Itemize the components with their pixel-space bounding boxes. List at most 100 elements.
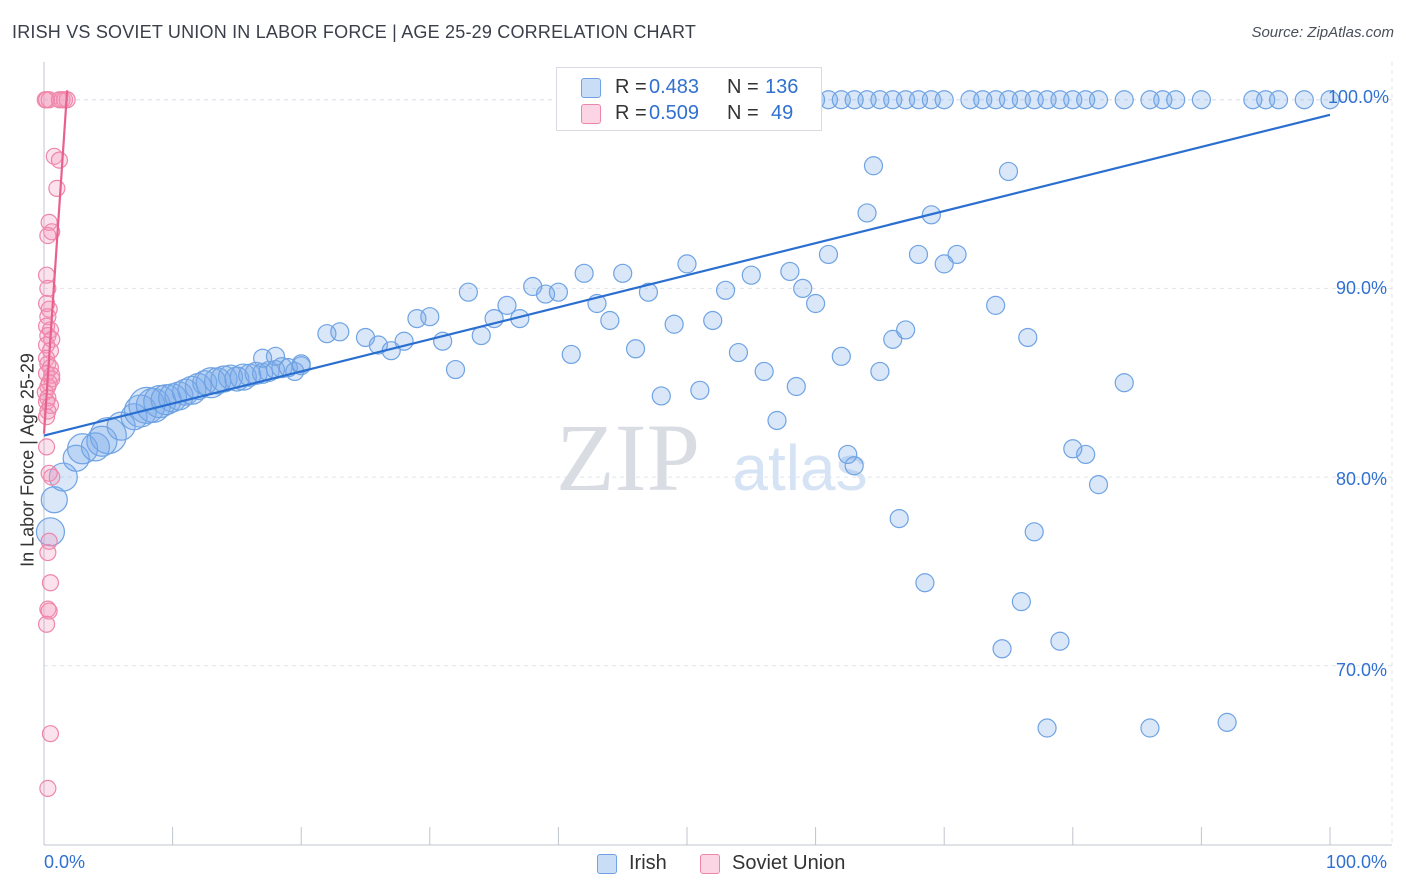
irish-point-37 [265, 346, 286, 366]
irish-point-73 [767, 410, 787, 431]
irish-point-69 [715, 280, 736, 300]
y-tick-label-80: 80.0% [1336, 469, 1388, 489]
source-label: Source: ZipAtlas.com [1251, 24, 1394, 41]
irish-point-57 [561, 344, 581, 365]
y-axis-title: In Labor Force | Age 25-29 [17, 353, 38, 567]
irish-point-82 [857, 203, 877, 223]
grid-lines [44, 62, 1393, 845]
irish-point-97 [1018, 327, 1038, 348]
irish-point-79 [831, 346, 851, 366]
irish-point-103 [1088, 475, 1109, 495]
irish-point-92 [947, 244, 967, 265]
irish-point-95 [998, 161, 1019, 182]
soviet-point-41 [39, 543, 57, 562]
watermark: ZIP atlas [556, 404, 868, 511]
irish-point-91 [934, 254, 954, 274]
soviet-point-14 [39, 279, 57, 298]
irish-point-75 [786, 376, 806, 397]
soviet-point-47 [39, 779, 57, 797]
irish-point-1 [40, 486, 68, 514]
soviet-point-35 [39, 402, 57, 420]
irish-point-89 [915, 573, 935, 593]
irish-point-98 [1024, 522, 1044, 542]
irish-point-85 [883, 329, 903, 349]
irish-n-value: 136 [765, 76, 799, 98]
irish-point-62 [625, 339, 646, 359]
y-tick-label-100: 100.0% [1328, 87, 1390, 107]
trend-lines [42, 90, 1331, 437]
y-tick-label-70: 70.0% [1336, 660, 1388, 680]
soviet-point-39 [43, 468, 61, 486]
irish-point-49 [458, 282, 478, 302]
irish-point-46 [420, 307, 440, 327]
soviet-n-label: N = [727, 102, 759, 124]
irish-point-148 [1294, 90, 1314, 110]
soviet-point-8 [50, 151, 69, 169]
bottom-irish-label: Irish [629, 852, 667, 874]
irish-point-0 [35, 517, 66, 547]
irish-point-64 [651, 386, 671, 406]
irish-point-72 [754, 361, 774, 382]
soviet-point-44 [40, 602, 58, 620]
bottom-soviet-label: Soviet Union [732, 852, 846, 874]
legend-row-irish: R = 0.483 N = 136 [557, 76, 821, 102]
irish-point-38 [291, 354, 311, 374]
soviet-point-38 [37, 438, 56, 456]
irish-point-139 [1088, 90, 1109, 110]
irish-point-78 [818, 244, 839, 265]
irish-point-86 [889, 508, 909, 529]
irish-point-70 [728, 342, 749, 363]
irish-point-104 [1114, 373, 1134, 393]
irish-point-93 [986, 295, 1006, 315]
legend-row-soviet: R = 0.509 N = 49 [557, 102, 821, 128]
y-tick-label-90: 90.0% [1336, 278, 1388, 298]
irish-point-74 [780, 261, 800, 282]
irish-point-4 [66, 433, 99, 465]
irish-point-65 [664, 314, 684, 334]
irish-point-102 [1076, 444, 1096, 465]
irish-point-140 [1114, 90, 1134, 110]
x-tick-label-min: 0.0% [44, 852, 86, 872]
axes [43, 62, 1392, 846]
irish-point-87 [896, 320, 916, 340]
irish-point-81 [844, 456, 864, 476]
soviet-point-48 [43, 366, 61, 384]
irish-point-76 [793, 278, 813, 299]
irish-point-80 [838, 444, 858, 465]
irish-points [35, 90, 1340, 738]
irish-point-52 [497, 295, 517, 315]
irish-point-144 [1191, 90, 1212, 110]
irish-point-149 [1320, 90, 1340, 110]
irish-point-84 [870, 361, 890, 382]
irish-point-105 [1140, 718, 1160, 738]
soviet-swatch [581, 104, 601, 124]
irish-point-147 [1268, 90, 1289, 110]
irish-point-30 [258, 360, 280, 383]
soviet-point-24 [37, 349, 56, 367]
soviet-point-9 [48, 179, 66, 198]
irish-point-58 [574, 263, 594, 283]
irish-point-40 [330, 322, 350, 342]
irish-point-128 [934, 90, 954, 110]
irish-point-56 [548, 282, 569, 302]
soviet-point-12 [39, 226, 57, 245]
irish-point-106 [1217, 712, 1237, 732]
x-tick-label-max: 100.0% [1326, 852, 1388, 872]
soviet-point-46 [41, 725, 60, 743]
irish-point-88 [908, 244, 929, 265]
irish-point-68 [703, 310, 723, 331]
soviet-n-value: 49 [771, 102, 794, 124]
irish-point-83 [863, 156, 884, 176]
soviet-point-45 [37, 615, 56, 633]
irish-r-label: R = [615, 76, 647, 98]
irish-point-100 [1050, 631, 1070, 651]
soviet-r-value: 0.509 [649, 102, 700, 124]
irish-point-66 [677, 254, 697, 274]
irish-point-60 [600, 310, 620, 331]
irish-point-77 [805, 293, 826, 314]
irish-swatch [581, 78, 601, 98]
irish-point-5 [80, 432, 111, 462]
irish-point-61 [613, 263, 633, 283]
irish-point-99 [1037, 718, 1057, 738]
